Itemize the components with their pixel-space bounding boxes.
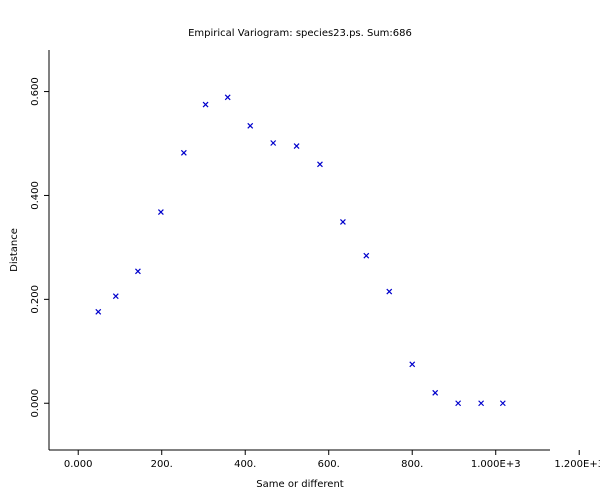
y-tick-label: 0.200 xyxy=(30,285,41,314)
data-point-marker xyxy=(247,122,254,129)
data-points xyxy=(95,94,506,407)
y-tick-label: 0.000 xyxy=(30,389,41,418)
data-point-marker xyxy=(135,268,141,275)
data-point-marker xyxy=(270,140,277,146)
data-point-marker xyxy=(224,94,231,101)
x-tick-label: 0.000 xyxy=(64,459,93,470)
data-point-marker xyxy=(386,288,393,295)
x-tick-label: 600. xyxy=(318,459,340,470)
data-point-marker xyxy=(409,361,416,368)
data-point-marker xyxy=(180,149,187,156)
data-point-marker xyxy=(317,161,323,168)
data-point-marker xyxy=(202,101,209,108)
y-axis-ticks: 0.000 0.200 0.400 0.600 xyxy=(30,77,49,418)
data-point-marker xyxy=(339,219,346,225)
data-point-marker xyxy=(432,389,439,396)
data-point-marker xyxy=(293,143,300,150)
x-tick-label: 400. xyxy=(234,459,256,470)
x-tick-label: 200. xyxy=(151,459,173,470)
y-tick-label: 0.400 xyxy=(30,181,41,210)
data-point-marker xyxy=(112,293,119,300)
data-point-marker xyxy=(478,400,485,407)
x-axis-label: Same or different xyxy=(256,479,344,490)
x-tick-label: 1.000E+3 xyxy=(471,459,521,470)
data-point-marker xyxy=(95,308,102,315)
data-point-marker xyxy=(499,400,506,407)
data-point-marker xyxy=(363,252,370,259)
data-point-marker xyxy=(157,209,164,216)
x-tick-label: 1.200E+3 xyxy=(554,459,600,470)
y-tick-label: 0.600 xyxy=(30,77,41,106)
x-axis-ticks: 0.000 200. 400. 600. 800. 1.000E+3 1.200E+3 xyxy=(64,450,600,470)
y-axis-label: Distance xyxy=(9,228,20,272)
x-tick-label: 800. xyxy=(401,459,423,470)
chart-title: Empirical Variogram: species23.ps. Sum:6… xyxy=(188,28,412,39)
data-point-marker xyxy=(455,400,462,407)
